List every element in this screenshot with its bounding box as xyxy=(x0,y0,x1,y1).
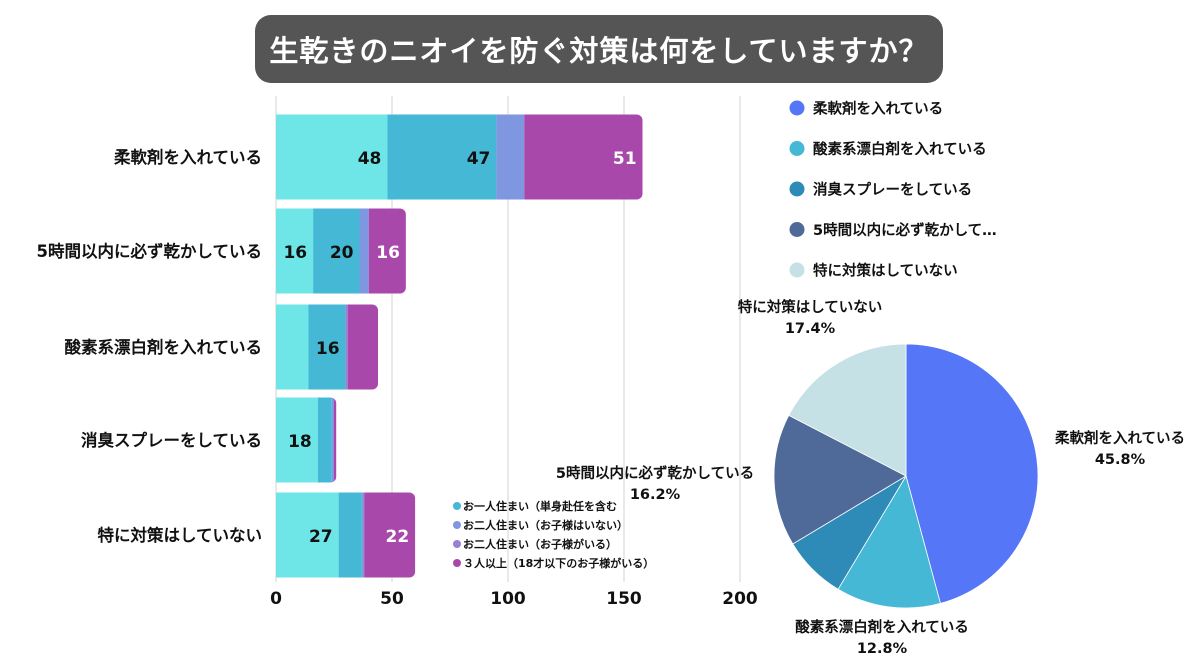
bar-segment xyxy=(276,208,314,294)
bar-segment xyxy=(387,114,497,200)
legend-label: お二人住まい（お子様はいない） xyxy=(463,518,628,532)
legend-label: 5時間以内に必ず乾かして… xyxy=(813,221,997,239)
bar-segment xyxy=(308,304,346,390)
legend-marker xyxy=(789,100,805,116)
pie-label: 柔軟剤を入れている xyxy=(1055,429,1185,447)
legend-marker xyxy=(453,540,461,548)
x-tick-label: 200 xyxy=(722,589,758,609)
pie-label: 特に対策はしていない xyxy=(738,298,883,316)
bar-value-label: 18 xyxy=(288,432,312,452)
x-tick-label: 100 xyxy=(490,589,526,609)
pie-slice xyxy=(773,414,907,545)
bar-segment xyxy=(313,208,360,294)
legend-label: お二人住まい（お子様がいる） xyxy=(463,537,617,551)
x-tick-label: 50 xyxy=(380,589,404,609)
legend-label: 特に対策はしていない xyxy=(813,262,958,280)
bar-value-label: 16 xyxy=(376,243,400,263)
legend-label: 酸素系漂白剤を入れている xyxy=(813,140,987,158)
bar-segment xyxy=(276,304,309,390)
legend-label: ３人以上（18才以下のお子様がいる） xyxy=(463,556,654,570)
bar-value-label: 27 xyxy=(309,527,333,547)
bar-segment xyxy=(359,208,369,294)
bar-segment xyxy=(276,397,318,483)
bar-value-label: 51 xyxy=(613,149,637,169)
bar-value-label: 22 xyxy=(386,527,410,547)
legend-label: 柔軟剤を入れている xyxy=(813,100,943,118)
legend-marker xyxy=(789,181,805,197)
pie-percent-label: 16.2% xyxy=(630,487,681,503)
bar-value-label: 20 xyxy=(330,243,354,263)
bar-segment xyxy=(496,114,525,200)
pie-slice xyxy=(788,343,907,477)
bar-segment xyxy=(345,304,348,390)
pie-percent-label: 12.8% xyxy=(857,641,908,657)
legend-marker xyxy=(789,262,805,278)
category-label: 消臭スプレーをしている xyxy=(81,430,262,450)
legend-marker xyxy=(789,222,805,237)
bar-segment xyxy=(276,492,339,578)
legend-marker xyxy=(789,141,805,156)
legend-marker xyxy=(453,502,461,510)
bar-value-label: 48 xyxy=(358,149,382,169)
pie-label: 酸素系漂白剤を入れている xyxy=(795,618,969,636)
category-label: 柔軟剤を入れている xyxy=(114,147,262,167)
x-tick-label: 150 xyxy=(606,589,642,609)
legend-marker xyxy=(453,559,461,567)
bar-segment xyxy=(334,397,337,483)
legend-label: 消臭スプレーをしている xyxy=(813,181,972,199)
x-tick-label: 0 xyxy=(270,589,282,609)
bar-segment xyxy=(364,492,416,578)
bar-value-label: 16 xyxy=(283,243,307,263)
chart-title: 生乾きのニオイを防ぐ対策は何をしていますか？ xyxy=(255,15,943,83)
bar-segment xyxy=(317,397,332,483)
bar-value-label: 47 xyxy=(467,149,491,169)
bar-segment xyxy=(331,397,334,483)
legend-label: お一人住まい（単身赴任を含む xyxy=(463,499,617,513)
bar-segment xyxy=(524,114,643,200)
pie-slice xyxy=(905,343,1039,604)
pie-label: 5時間以内に必ず乾かしている xyxy=(556,464,754,482)
category-label: 特に対策はしていない xyxy=(97,525,262,545)
bar-value-label: 16 xyxy=(316,339,340,359)
bar-segment xyxy=(368,208,406,294)
bar-segment xyxy=(276,114,388,200)
category-label: 5時間以内に必ず乾かしている xyxy=(37,241,263,261)
category-label: 酸素系漂白剤を入れている xyxy=(64,337,262,357)
bar-segment xyxy=(361,492,365,578)
bar-segment xyxy=(347,304,379,390)
pie-percent-label: 45.8% xyxy=(1095,452,1146,468)
pie-slice xyxy=(837,474,941,609)
pie-percent-label: 17.4% xyxy=(785,321,836,337)
legend-marker xyxy=(453,521,461,529)
bar-segment xyxy=(338,492,362,578)
